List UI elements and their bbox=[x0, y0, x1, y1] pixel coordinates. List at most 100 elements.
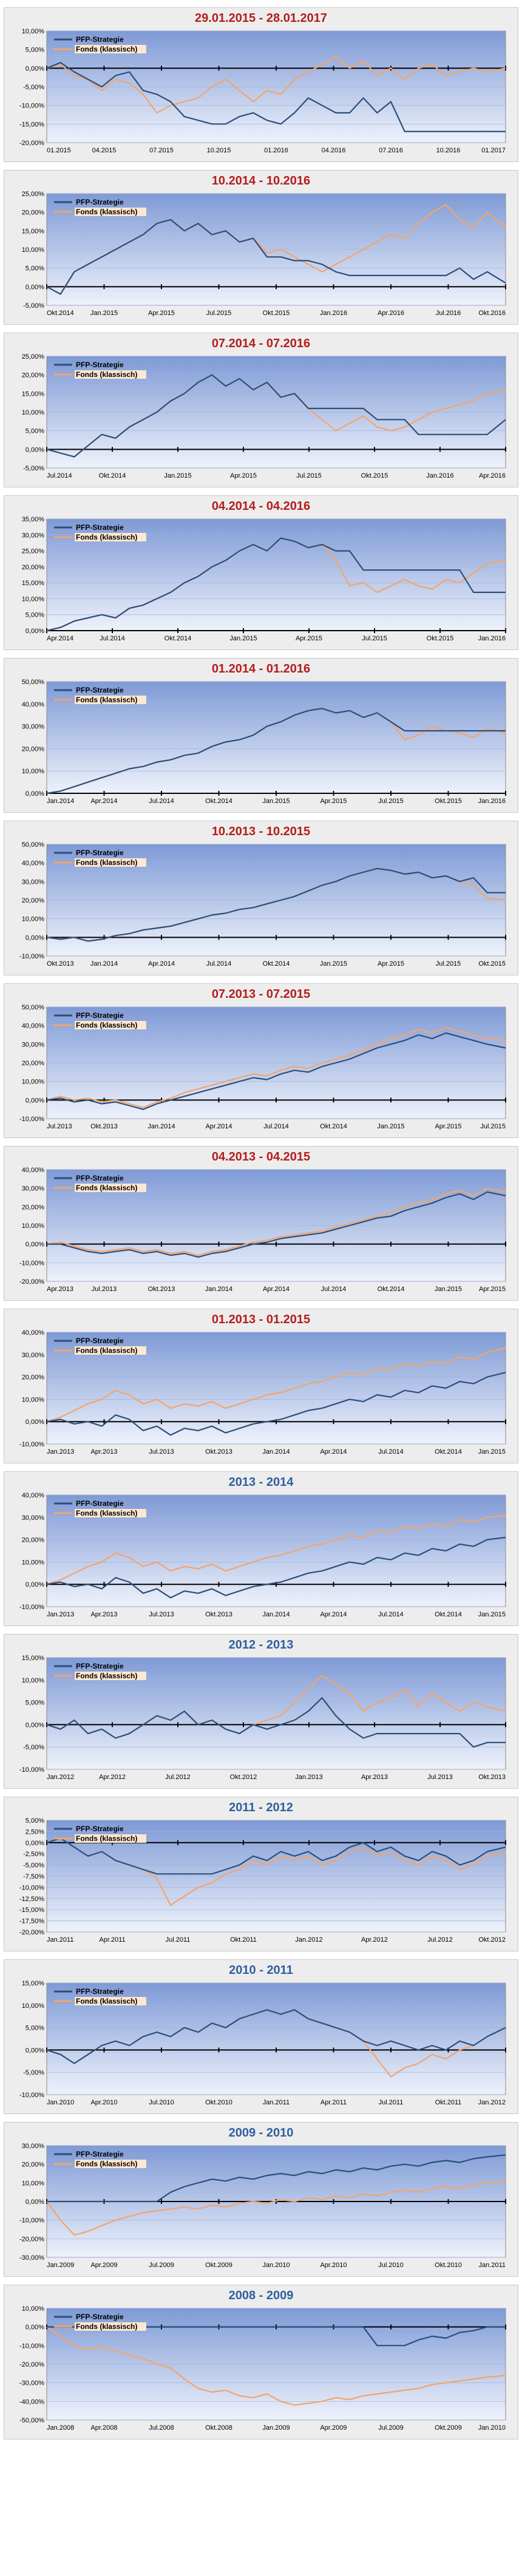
y-tick-label: -5,00% bbox=[23, 2069, 44, 2076]
x-tick-label: Okt.2009 bbox=[205, 2262, 232, 2269]
legend-label: Fonds (klassisch) bbox=[76, 1997, 137, 2005]
legend-label: Fonds (klassisch) bbox=[76, 1184, 137, 1192]
x-tick-label: Jan.2010 bbox=[478, 2424, 506, 2432]
y-tick-label: 0,00% bbox=[25, 1418, 44, 1426]
legend-label-bg bbox=[75, 1509, 146, 1517]
y-tick-label: 20,00% bbox=[22, 897, 45, 904]
legend-label-bg bbox=[75, 1834, 146, 1843]
series-line-strategy bbox=[46, 1837, 506, 1875]
x-tick-label: Jan.2014 bbox=[262, 1611, 290, 1618]
x-tick-label: 10.2015 bbox=[207, 147, 231, 154]
y-tick-label: 25,00% bbox=[22, 191, 45, 198]
x-tick-label: Jan.2015 bbox=[229, 635, 257, 642]
series-line-fund bbox=[46, 56, 506, 114]
y-tick-label: 40,00% bbox=[22, 1023, 45, 1030]
x-tick-label: Apr.2009 bbox=[320, 2424, 347, 2432]
legend-label-bg bbox=[75, 2160, 146, 2168]
x-tick-label: Apr.2011 bbox=[320, 2099, 347, 2106]
x-tick-label: Okt.2014 bbox=[435, 1448, 462, 1456]
legend-label: Fonds (klassisch) bbox=[76, 45, 137, 53]
line-chart: 15,00%10,00%5,00%0,00%-5,00%-10,00%Jan.2… bbox=[19, 1655, 506, 1781]
series-line-strategy bbox=[47, 1191, 506, 1258]
x-tick-label: Okt.2013 bbox=[205, 1611, 232, 1618]
x-tick-label: Apr.2014 bbox=[263, 1286, 290, 1293]
legend-label-bg bbox=[75, 1184, 146, 1192]
y-tick-label: 0,00% bbox=[25, 65, 44, 72]
x-tick-label: 01.2016 bbox=[264, 147, 288, 154]
legend-label: PFP-Strategie bbox=[76, 1987, 124, 1996]
legend-label: PFP-Strategie bbox=[76, 1011, 124, 1020]
legend-label: PFP-Strategie bbox=[76, 1825, 124, 1833]
x-tick-label: Jan.2015 bbox=[164, 472, 191, 480]
chart-panel: 29.01.2015 - 28.01.2017 10,00% 5,00% 0,00% -… bbox=[4, 7, 518, 162]
y-tick-label: 50,00% bbox=[22, 1004, 45, 1011]
y-tick-label: 20,00% bbox=[22, 2161, 45, 2169]
x-tick-label: Jul.2010 bbox=[378, 2262, 404, 2269]
legend-label-bg bbox=[75, 45, 146, 53]
x-tick-label: Okt.2012 bbox=[478, 1936, 506, 1944]
chart-panel: 2010 - 2011 15,00% 10,00% 5,00% 0,00% -5,00% -… bbox=[4, 1959, 518, 2114]
chart-title: 2011 - 2012 bbox=[229, 1801, 293, 1814]
y-tick-label: 35,00% bbox=[22, 516, 45, 523]
y-tick-label: 0,00% bbox=[25, 1721, 44, 1729]
series-line-fund bbox=[46, 1514, 506, 1585]
y-tick-label: -5,00% bbox=[23, 302, 44, 310]
y-tick-label: 20,00% bbox=[22, 1060, 45, 1067]
y-tick-label: -12,50% bbox=[19, 1896, 44, 1903]
x-tick-label: Apr.2014 bbox=[320, 1611, 347, 1618]
line-chart: 50,00% 40,00% 30,00% 20,00% 10,00% 0,00% -10,0… bbox=[19, 841, 506, 968]
x-tick-label: Jul.2014 bbox=[149, 798, 174, 805]
y-tick-label: 5,00% bbox=[25, 47, 44, 54]
chart-panel: 2013 - 2014 40,00% 30,00% 20,00% 10,00% 0,00%… bbox=[4, 1471, 518, 1626]
legend-label: Fonds (klassisch) bbox=[76, 1509, 137, 1517]
line-chart: 40,00% 30,00% 20,00% 10,00% 0,00% -10,00% -20,… bbox=[19, 1167, 506, 1293]
x-tick-label: Apr.2012 bbox=[361, 1936, 388, 1944]
x-tick-label: Jul.2013 bbox=[149, 1611, 174, 1618]
y-tick-label: -10,00% bbox=[19, 1441, 44, 1448]
x-tick-label: Okt.2015 bbox=[427, 635, 454, 642]
y-tick-label: -20,00% bbox=[19, 1929, 44, 1936]
line-chart: 10,00% 0,00% -10,00% -20,00% -30,00% -40,00% -… bbox=[19, 2305, 506, 2432]
line-chart: 50,00% 40,00% 30,00% 20,00% 10,00% 0,00% -10,0… bbox=[19, 1004, 506, 1130]
x-tick-label: Apr.2014 bbox=[205, 1123, 232, 1130]
chart-title: 2008 - 2009 bbox=[228, 2289, 294, 2302]
x-tick-label: Okt.2011 bbox=[230, 1936, 257, 1944]
chart-panel: 2011 - 2012 5,00% 2,50% 0,00% -2,50% -5,00% -7… bbox=[4, 1797, 518, 1951]
y-tick-label: 40,00% bbox=[22, 1492, 45, 1499]
x-tick-label: Okt.2010 bbox=[205, 2099, 232, 2106]
x-tick-label: Jan.2014 bbox=[205, 1286, 232, 1293]
x-tick-label: Jan.2011 bbox=[479, 2262, 506, 2269]
y-tick-label: 5,00% bbox=[25, 428, 44, 435]
x-tick-label: Okt.2013 bbox=[47, 960, 74, 968]
line-chart: 15,00%10,00%5,00%0,00%-5,00%-10,00%Jan.2… bbox=[19, 1980, 506, 2106]
x-tick-label: Jan.2015 bbox=[478, 1611, 506, 1618]
x-tick-label: Jan.2014 bbox=[147, 1123, 175, 1130]
x-tick-label: Okt.2009 bbox=[435, 2424, 462, 2432]
x-tick-label: Apr.2014 bbox=[90, 798, 117, 805]
y-tick-label: 30,00% bbox=[22, 1352, 45, 1359]
legend-label-bg bbox=[75, 1997, 146, 2005]
x-tick-label: Okt.2015 bbox=[435, 798, 462, 805]
x-tick-label: Jan.2011 bbox=[263, 2099, 290, 2106]
line-chart: 5,00% 2,50% 0,00% -2,50% -5,00% -7,50% -10,00%… bbox=[19, 1817, 506, 1944]
y-tick-label: 15,00% bbox=[22, 580, 45, 587]
y-tick-label: -10,00% bbox=[19, 1766, 44, 1774]
legend-label: PFP-Strategie bbox=[76, 523, 124, 532]
y-tick-label: 0,00% bbox=[25, 2198, 44, 2206]
y-tick-label: -30,00% bbox=[19, 2380, 44, 2387]
y-tick-label: 0,00% bbox=[25, 1097, 44, 1104]
y-tick-label: 10,00% bbox=[22, 1396, 45, 1403]
y-tick-label: 25,00% bbox=[22, 353, 45, 361]
y-tick-label: 20,00% bbox=[22, 1374, 45, 1381]
series-line-fund bbox=[46, 1187, 506, 1256]
x-tick-label: Jul.2015 bbox=[206, 310, 232, 317]
y-tick-label: -7,50% bbox=[23, 1873, 44, 1880]
x-tick-label: Jan.2015 bbox=[320, 960, 347, 968]
legend-label: PFP-Strategie bbox=[76, 1337, 124, 1345]
legend-label: Fonds (klassisch) bbox=[76, 2322, 137, 2331]
y-tick-label: -10,00% bbox=[19, 1604, 44, 1611]
y-tick-label: -10,00% bbox=[19, 2217, 44, 2225]
y-tick-label: 5,00% bbox=[25, 1700, 44, 1707]
x-tick-label: Okt.2014 bbox=[99, 472, 126, 480]
y-tick-label: 0,00% bbox=[25, 446, 44, 453]
